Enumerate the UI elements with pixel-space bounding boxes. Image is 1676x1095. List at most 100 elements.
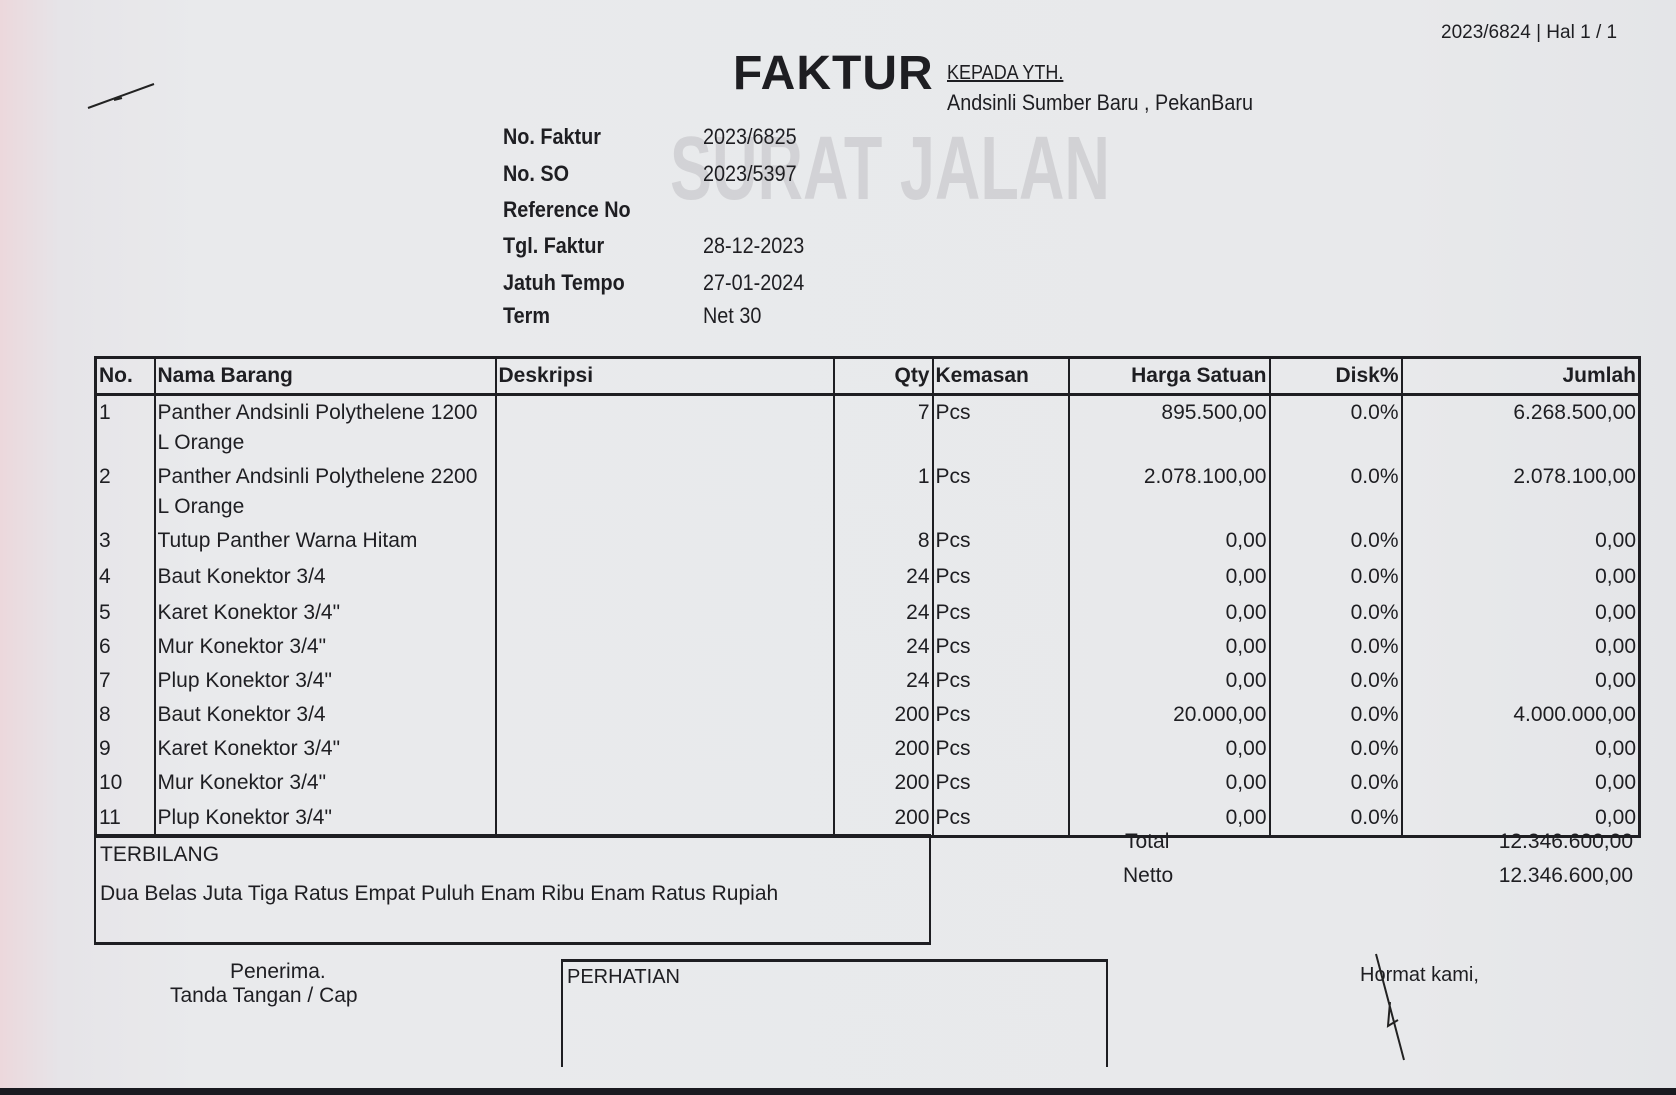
table-row: 4 Baut Konektor 3/4 24 Pcs 0,00 0.0% 0,00	[96, 560, 1640, 596]
table-row: 6 Mur Konektor 3/4" 24 Pcs 0,00 0.0% 0,00	[96, 630, 1640, 664]
cell-name: Mur Konektor 3/4"	[153, 766, 496, 801]
cell-no: 7	[99, 669, 111, 692]
cell-unit: Pcs	[931, 560, 1069, 596]
cell-disc: 0.0%	[1268, 698, 1402, 732]
col-no: No.	[95, 357, 155, 396]
cell-unit: Pcs	[931, 630, 1069, 664]
cell-price: 20.000,00	[1067, 698, 1270, 732]
cell-price: 895.500,00	[1067, 394, 1270, 460]
field-value: 28-12-2023	[703, 233, 805, 258]
table-row: 9 Karet Konektor 3/4" 200 Pcs 0,00 0.0% 0,00	[96, 732, 1640, 766]
cell-desc	[494, 596, 834, 630]
cell-name: Karet Konektor 3/4"	[153, 596, 496, 630]
cell-desc	[494, 766, 834, 801]
cell-unit: Pcs	[931, 766, 1069, 801]
cell-qty: 1	[832, 460, 933, 524]
cell-name: Panther Andsinli Polythelene 1200 L Oran…	[153, 394, 496, 460]
cell-total: 0,00	[1400, 732, 1640, 766]
cell-desc	[494, 732, 834, 766]
perhatian-box: PERHATIAN	[561, 959, 1108, 1067]
cell-unit: Pcs	[931, 698, 1069, 732]
terbilang-text: Dua Belas Juta Tiga Ratus Empat Puluh En…	[100, 882, 779, 905]
cell-price: 0,00	[1067, 801, 1270, 837]
cell-unit: Pcs	[931, 801, 1069, 837]
perhatian-label: PERHATIAN	[567, 966, 680, 988]
cell-qty: 24	[832, 560, 933, 596]
hormat-kami: Hormat kami,	[1360, 964, 1479, 986]
cell-qty: 200	[832, 698, 933, 732]
cell-total: 4.000.000,00	[1400, 698, 1640, 732]
col-total: Jumlah	[1400, 357, 1640, 396]
cell-name: Panther Andsinli Polythelene 2200 L Oran…	[153, 460, 496, 524]
cell-no: 3	[99, 529, 111, 552]
cell-desc	[494, 698, 834, 732]
field-value: 2023/5397	[703, 161, 797, 186]
cell-desc	[494, 394, 834, 460]
cell-no: 6	[99, 635, 111, 658]
page-edge	[0, 1088, 1676, 1095]
field-label: Reference No	[503, 197, 631, 222]
cell-qty: 200	[832, 801, 933, 837]
col-name: Nama Barang	[153, 357, 496, 396]
cell-no: 8	[99, 703, 111, 726]
cell-qty: 200	[832, 732, 933, 766]
field-label: Term	[503, 303, 550, 328]
col-desc: Deskripsi	[494, 357, 834, 396]
cell-total: 0,00	[1400, 766, 1640, 801]
field-label: Jatuh Tempo	[503, 270, 625, 295]
signature-icon	[1375, 953, 1405, 1061]
cell-unit: Pcs	[931, 524, 1069, 560]
page-title: FAKTUR	[733, 47, 934, 100]
cell-name: Baut Konektor 3/4	[153, 698, 496, 732]
field-value: 2023/6825	[703, 124, 797, 149]
cell-name: Plup Konektor 3/4"	[153, 801, 496, 837]
cell-price: 0,00	[1067, 664, 1270, 698]
cell-name: Tutup Panther Warna Hitam	[153, 524, 496, 560]
total-value: 12.346.600,00	[1498, 830, 1633, 853]
col-price: Harga Satuan	[1067, 357, 1270, 396]
cell-total: 0,00	[1400, 596, 1640, 630]
cell-desc	[494, 460, 834, 524]
cell-total: 0,00	[1400, 524, 1640, 560]
cell-desc	[494, 524, 834, 560]
cell-unit: Pcs	[931, 596, 1069, 630]
recipient-name: Andsinli Sumber Baru , PekanBaru	[947, 90, 1253, 115]
cell-desc	[494, 630, 834, 664]
cell-unit: Pcs	[931, 460, 1069, 524]
cell-desc	[494, 801, 834, 837]
terbilang-box: TERBILANG Dua Belas Juta Tiga Ratus Empa…	[94, 834, 931, 945]
table-row: 2 Panther Andsinli Polythelene 2200 L Ora…	[96, 460, 1640, 524]
cell-qty: 8	[832, 524, 933, 560]
col-unit: Kemasan	[931, 357, 1069, 396]
cell-total: 0,00	[1400, 560, 1640, 596]
cell-qty: 24	[832, 630, 933, 664]
table-row: 7 Plup Konektor 3/4" 24 Pcs 0,00 0.0% 0,00	[96, 664, 1640, 698]
cell-total: 0,00	[1400, 630, 1640, 664]
terbilang-label: TERBILANG	[100, 843, 220, 866]
cell-name: Karet Konektor 3/4"	[153, 732, 496, 766]
table-row: 10 Mur Konektor 3/4" 200 Pcs 0,00 0.0% 0,00	[96, 766, 1640, 801]
cell-price: 0,00	[1067, 560, 1270, 596]
cell-disc: 0.0%	[1268, 524, 1402, 560]
cell-no: 10	[99, 771, 123, 794]
cell-disc: 0.0%	[1268, 766, 1402, 801]
pen-mark-icon	[87, 83, 155, 109]
cell-disc: 0.0%	[1268, 394, 1402, 460]
bleed-through-title: SURAT JALAN	[670, 119, 1110, 219]
penerima-label: Penerima.	[230, 960, 326, 983]
cell-disc: 0.0%	[1268, 732, 1402, 766]
table-row: 11 Plup Konektor 3/4" 200 Pcs 0,00 0.0% 0,00	[96, 801, 1640, 837]
cell-unit: Pcs	[931, 664, 1069, 698]
cell-disc: 0.0%	[1268, 664, 1402, 698]
document-reference: 2023/6824 | Hal 1 / 1	[1441, 22, 1618, 43]
field-label: No. SO	[503, 161, 570, 186]
table-row: 5 Karet Konektor 3/4" 24 Pcs 0,00 0.0% 0,00	[96, 596, 1640, 630]
cell-price: 2.078.100,00	[1067, 460, 1270, 524]
cell-price: 0,00	[1067, 596, 1270, 630]
col-qty: Qty	[832, 357, 933, 396]
total-label: Total	[1125, 830, 1170, 853]
cell-unit: Pcs	[931, 394, 1069, 460]
field-value: Net 30	[703, 303, 762, 328]
netto-value: 12.346.600,00	[1498, 864, 1633, 887]
cell-no: 4	[99, 565, 111, 588]
